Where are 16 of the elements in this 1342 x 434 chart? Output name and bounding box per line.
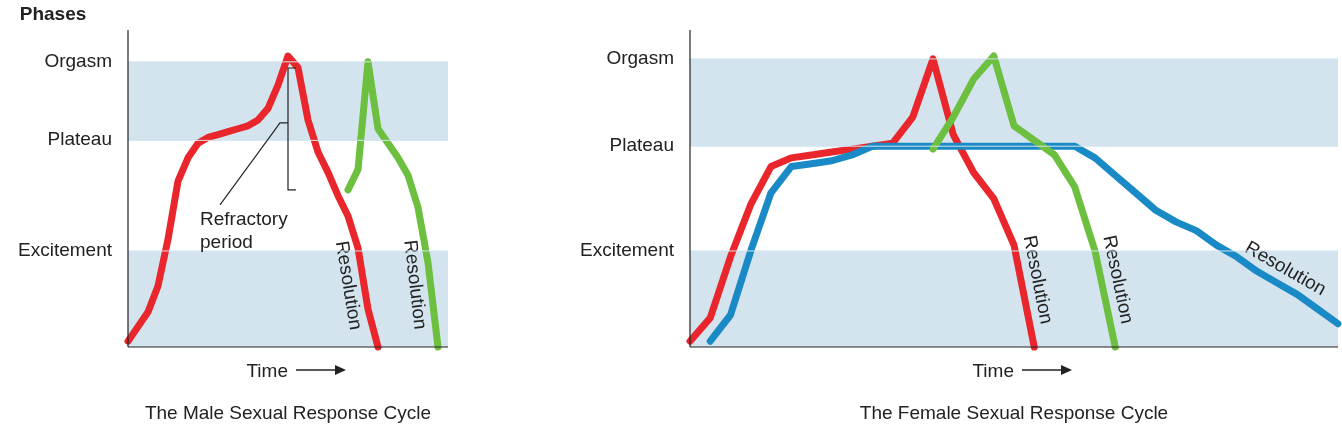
text: The Male Sexual Response Cycle xyxy=(144,402,432,423)
text: Resolution xyxy=(1019,233,1058,326)
text: Resolution xyxy=(400,238,432,331)
x-axis-title: Time xyxy=(972,360,1014,381)
text: Resolution xyxy=(331,239,367,332)
x-axis-title: Time xyxy=(246,360,288,381)
ref-line-label: Plateau xyxy=(609,134,674,156)
ref-line-label: Excitement xyxy=(580,238,675,260)
text: Resolution xyxy=(1099,233,1139,326)
ref-line-label: Excitement xyxy=(18,238,113,260)
ref-line-label: Plateau xyxy=(47,128,112,150)
ref-line-label: Orgasm xyxy=(44,49,112,71)
ref-line-label: Orgasm xyxy=(606,46,674,68)
y-axis-title: Phases xyxy=(19,3,87,24)
text: The Female Sexual Response Cycle xyxy=(859,402,1169,423)
annotation: Refractory period xyxy=(200,207,289,252)
